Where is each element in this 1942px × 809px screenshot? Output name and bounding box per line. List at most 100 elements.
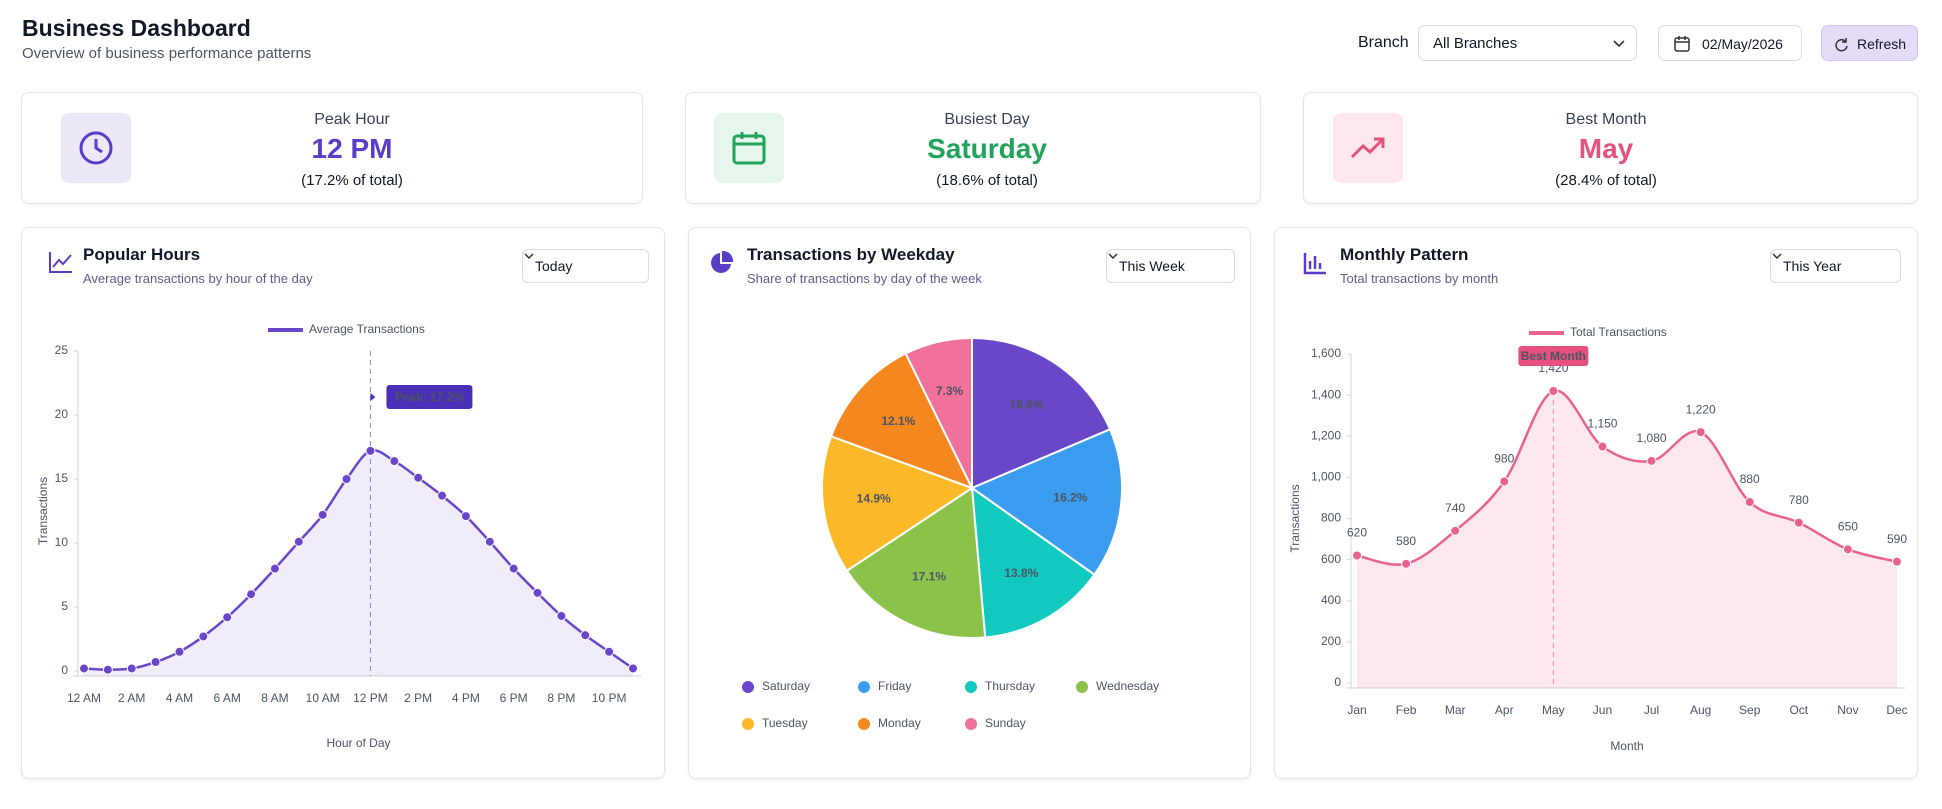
period-select[interactable]: Today — [522, 249, 649, 283]
clock-icon — [79, 131, 113, 165]
panel-title: Monthly Pattern — [1340, 245, 1469, 264]
point — [508, 563, 519, 574]
kpi-value: May — [1578, 133, 1634, 164]
data-label: 18.6% — [1010, 398, 1044, 412]
panel-title: Transactions by Weekday — [747, 245, 955, 264]
y-tick-label: 200 — [1321, 634, 1341, 648]
point — [413, 472, 424, 483]
x-tick-label: May — [1542, 703, 1565, 717]
refresh-text: Refresh — [1857, 36, 1907, 52]
chart-panel: Transactions by Weekday Share of transac… — [688, 227, 1251, 779]
chart: 18.6% Saturday 16.2% Friday 13.8% Thursday 17.… — [742, 336, 1159, 730]
x-tick-label: Nov — [1837, 703, 1858, 717]
y-tick-label: 5 — [61, 599, 68, 613]
point — [1695, 427, 1706, 438]
legend-swatch — [965, 681, 977, 693]
kpi-label: Peak Hour — [314, 111, 390, 128]
point — [1793, 517, 1804, 528]
pie-slice — [969, 427, 1123, 577]
legend-label: Wednesday — [1096, 679, 1159, 693]
period-value: This Year — [1783, 258, 1842, 274]
x-tick-label: 4 PM — [452, 691, 480, 705]
point — [604, 646, 615, 657]
data-label: 620 — [1347, 526, 1367, 540]
kpi-detail: (18.6% of total) — [936, 172, 1038, 189]
data-label: 650 — [1838, 520, 1858, 534]
y-tick-label: 15 — [55, 471, 69, 485]
kpi-detail: (28.4% of total) — [1555, 172, 1657, 189]
legend-label: Monday — [878, 716, 921, 730]
y-axis-title: Transactions — [36, 477, 50, 545]
calendar-icon — [1674, 36, 1690, 52]
data-label: 1,150 — [1587, 417, 1617, 431]
period-value: Today — [535, 258, 573, 274]
kpi-value: 12 PM — [311, 133, 393, 164]
period-select[interactable]: This Week — [1106, 249, 1235, 283]
annotation-pointer — [370, 393, 376, 401]
calendar-icon — [732, 132, 766, 165]
legend-label: Tuesday — [762, 716, 808, 730]
y-tick-label: 1,200 — [1311, 428, 1341, 442]
page-subtitle: Overview of business performance pattern… — [22, 45, 312, 62]
panel-icon — [711, 251, 733, 273]
data-label: 590 — [1887, 532, 1907, 546]
x-axis-title: Hour of Day — [326, 736, 390, 750]
refresh-button[interactable]: Refresh — [1821, 25, 1918, 61]
x-axis-title: Month — [1610, 739, 1643, 753]
panel-icon — [49, 252, 72, 273]
point — [484, 536, 495, 547]
legend-swatch — [965, 718, 977, 730]
legend-swatch — [742, 718, 754, 730]
pie-slice — [970, 485, 1096, 639]
y-tick-label: 1,600 — [1311, 346, 1341, 360]
data-label: 13.8% — [1004, 566, 1038, 580]
pie-slice — [971, 336, 1112, 490]
legend-label: Total Transactions — [1570, 325, 1667, 339]
legend-swatch — [858, 681, 870, 693]
point — [293, 536, 304, 547]
point — [317, 509, 328, 520]
legend-label: Thursday — [985, 679, 1035, 693]
pie-slice — [821, 435, 975, 573]
panel-title: Popular Hours — [83, 245, 201, 264]
point — [1548, 386, 1559, 397]
period-select[interactable]: This Year — [1770, 249, 1901, 283]
x-tick-label: Apr — [1495, 703, 1514, 717]
y-tick-label: 400 — [1321, 593, 1341, 607]
area — [84, 450, 633, 676]
date-picker[interactable]: 02/May/2026 — [1658, 25, 1802, 61]
annotation-box — [386, 385, 473, 409]
x-tick-label: Oct — [1789, 703, 1808, 717]
data-label: 17.1% — [912, 569, 946, 583]
point — [1892, 556, 1902, 567]
x-tick-label: 2 PM — [404, 691, 432, 705]
x-tick-label: 12 PM — [353, 691, 388, 705]
point — [1646, 455, 1657, 466]
kpi-label: Busiest Day — [944, 111, 1030, 128]
x-tick-label: Sep — [1739, 703, 1761, 717]
panel-icon — [1303, 253, 1326, 275]
chart-panel: Monthly Pattern Total transactions by mo… — [1274, 227, 1918, 779]
point — [389, 456, 400, 467]
kpi-card: Peak Hour 12 PM (17.2% of total) — [21, 92, 643, 204]
branch-select[interactable]: All Branches — [1418, 25, 1637, 61]
period-value: This Week — [1119, 258, 1185, 274]
legend-swatch — [1076, 681, 1088, 693]
data-label: 780 — [1789, 493, 1809, 507]
point — [1401, 558, 1412, 569]
point — [79, 663, 89, 674]
point — [1352, 550, 1362, 561]
y-tick-label: 1,000 — [1311, 470, 1341, 484]
x-tick-label: Jan — [1347, 703, 1366, 717]
chart: 0 200 400 600 800 1,000 1,200 1,400 1,600 Jan Feb M… — [1288, 325, 1908, 753]
point — [365, 445, 376, 456]
x-tick-label: 10 PM — [592, 691, 627, 705]
kpi-value: Saturday — [927, 133, 1047, 164]
date-value: 02/May/2026 — [1702, 36, 1783, 52]
y-tick-label: 600 — [1321, 552, 1341, 566]
panel-subtitle: Share of transactions by day of the week — [747, 271, 982, 286]
point — [532, 587, 543, 598]
point — [150, 657, 161, 668]
data-label: 16.2% — [1053, 491, 1087, 505]
data-label: 980 — [1494, 452, 1514, 466]
